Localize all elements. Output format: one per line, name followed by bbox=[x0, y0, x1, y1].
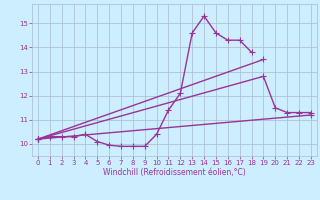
X-axis label: Windchill (Refroidissement éolien,°C): Windchill (Refroidissement éolien,°C) bbox=[103, 168, 246, 177]
